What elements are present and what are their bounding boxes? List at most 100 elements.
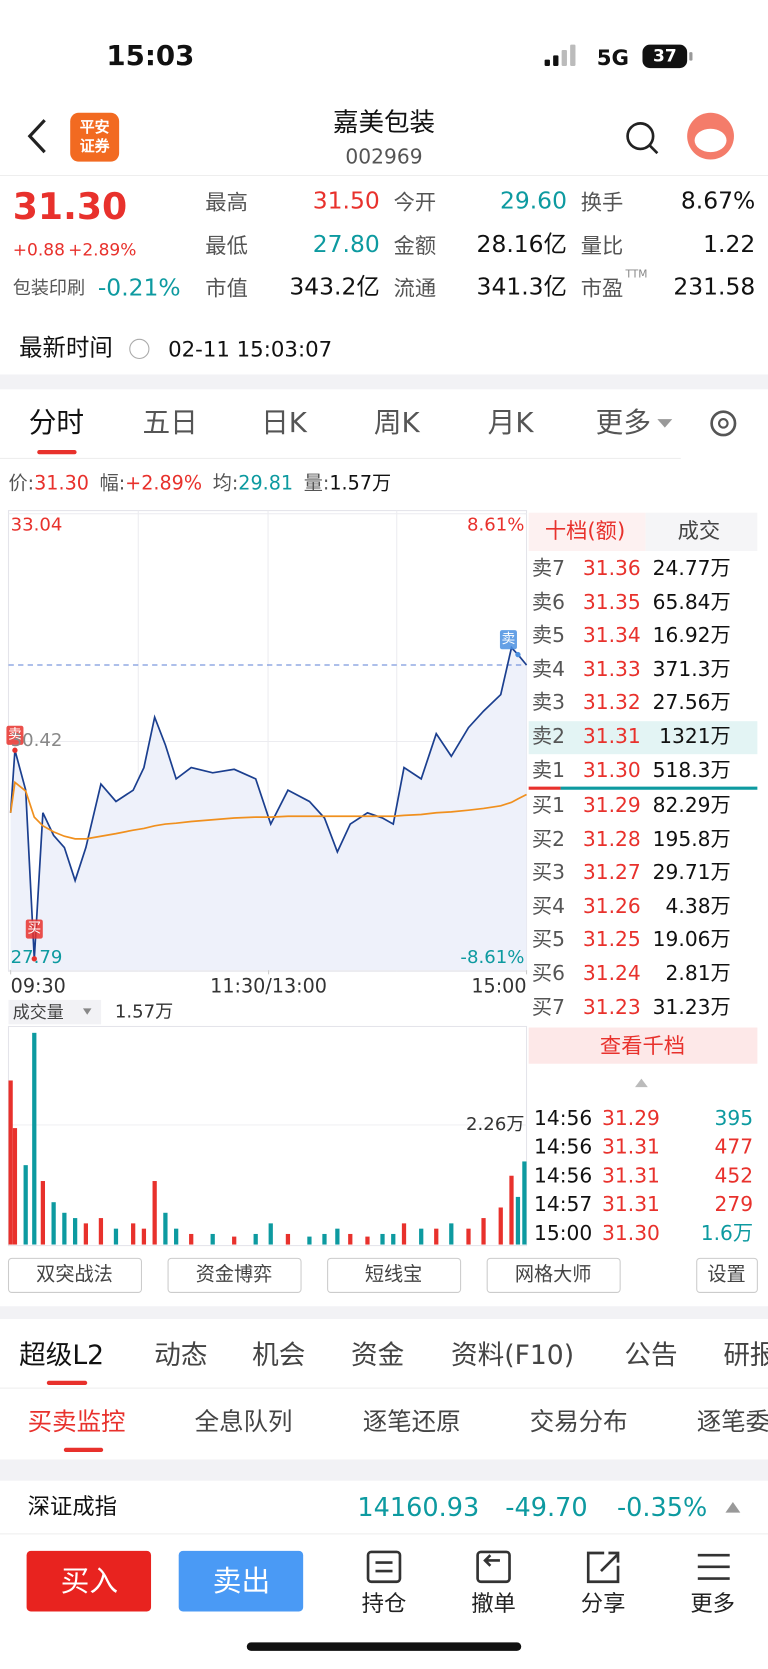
volume-bar <box>72 1218 78 1245</box>
dropdown-icon <box>82 1008 92 1015</box>
buy-label[interactable]: 买入 <box>60 1565 119 1599</box>
volume-bar <box>401 1223 407 1245</box>
volume-bar <box>268 1223 273 1245</box>
book-tab[interactable]: 成交 <box>677 518 721 544</box>
toolbar-label[interactable]: 分享 <box>580 1590 626 1617</box>
volume-bar <box>23 1165 28 1245</box>
book-price: 31.34 <box>582 624 641 648</box>
volume-bar <box>174 1228 179 1245</box>
summary-label: 均: <box>212 472 239 495</box>
annotation: 买 <box>27 921 42 937</box>
sub-tab[interactable]: 逐笔还原 <box>362 1408 461 1437</box>
tab-underline <box>63 1447 104 1452</box>
stat-value: 29.60 <box>499 188 567 215</box>
book-amount: 2.81万 <box>665 962 731 986</box>
toolbar-label[interactable]: 更多 <box>690 1590 736 1617</box>
detail-tab[interactable]: 机会 <box>252 1339 306 1371</box>
volume-bar <box>152 1181 157 1245</box>
detail-tab[interactable]: 超级L2 <box>19 1339 105 1371</box>
depth-button[interactable]: 查看千档 <box>599 1032 686 1059</box>
volume-bar <box>322 1233 327 1245</box>
toolbar-label[interactable]: 撤单 <box>471 1590 516 1617</box>
book-price: 31.29 <box>582 794 641 818</box>
avatar-face <box>694 128 727 153</box>
book-level: 卖4 <box>531 657 565 682</box>
x-tick-label: 09:30 <box>10 975 66 998</box>
volume-bar <box>434 1228 439 1245</box>
buy-button[interactable] <box>26 1550 152 1612</box>
average-line <box>9 780 527 840</box>
sub-tab[interactable]: 逐笔委托 <box>696 1408 768 1437</box>
book-price: 31.23 <box>582 995 641 1020</box>
y2-tick-label: -8.61% <box>460 947 525 969</box>
volume-bar <box>335 1228 340 1245</box>
book-level: 买1 <box>531 794 565 818</box>
book-amount: 518.3万 <box>652 758 731 782</box>
info-icon[interactable] <box>129 338 150 360</box>
volume-bar <box>131 1223 136 1245</box>
volume-bar <box>40 1181 46 1245</box>
book-level: 卖6 <box>531 590 565 614</box>
stat-value: 1.22 <box>703 231 756 258</box>
volume-label: 成交量 <box>12 1002 64 1023</box>
book-price: 31.32 <box>582 691 641 715</box>
trade-time: 14:57 <box>533 1192 593 1217</box>
detail-tab[interactable]: 研报 <box>723 1339 768 1371</box>
tool-button[interactable]: 网格大师 <box>514 1263 592 1287</box>
button-bg[interactable] <box>528 1027 758 1064</box>
summary-label: 幅: <box>99 472 126 495</box>
band <box>0 1459 768 1481</box>
back-icon[interactable] <box>27 119 46 154</box>
volume-bar <box>509 1175 514 1245</box>
chart-tab[interactable]: 日K <box>261 407 307 440</box>
tool-button[interactable]: 短线宝 <box>364 1263 423 1287</box>
volume-bar <box>141 1228 147 1245</box>
volume-bar <box>8 1080 13 1245</box>
volume-bar <box>83 1223 88 1245</box>
book-level: 卖5 <box>531 624 565 648</box>
sell-label[interactable]: 卖出 <box>212 1565 271 1599</box>
chart-tab[interactable]: 分时 <box>28 407 85 440</box>
tool-button[interactable]: 双突战法 <box>36 1263 113 1287</box>
chart-tab[interactable]: 周K <box>373 407 420 440</box>
index-name: 深证成指 <box>27 1493 118 1520</box>
collapse-icon[interactable] <box>635 1078 648 1088</box>
sub-tab[interactable]: 全息队列 <box>194 1408 293 1437</box>
chart-tab[interactable]: 月K <box>487 407 534 440</box>
book-tab[interactable]: 十档(额) <box>544 518 626 544</box>
trade-price: 31.30 <box>602 1221 660 1246</box>
detail-tab[interactable]: 资料(F10) <box>451 1339 575 1371</box>
detail-tab[interactable]: 公告 <box>624 1339 678 1371</box>
chart-tab[interactable]: 五日 <box>142 407 198 440</box>
trade-volume: 279 <box>714 1192 754 1217</box>
y2-tick-label: 8.61% <box>466 514 525 536</box>
detail-tab[interactable]: 资金 <box>351 1339 405 1371</box>
stat-label: 最低 <box>205 232 248 258</box>
volume-bar <box>466 1228 471 1245</box>
tool-button[interactable]: 设置 <box>707 1263 746 1287</box>
sub-tab[interactable]: 买卖监控 <box>27 1408 126 1437</box>
annotation-box <box>25 919 43 939</box>
volume-bar <box>307 1236 312 1245</box>
trade-volume: 452 <box>714 1164 754 1188</box>
volume-bar <box>98 1218 104 1245</box>
stat-label: 金额 <box>393 232 437 258</box>
expand-icon[interactable] <box>725 1501 741 1513</box>
summary-value: 1.57万 <box>329 472 392 495</box>
volume-bar <box>62 1212 67 1245</box>
sell-button[interactable] <box>178 1550 304 1612</box>
search-icon[interactable] <box>626 122 655 151</box>
settings-icon[interactable] <box>710 410 737 437</box>
book-amount: 24.77万 <box>652 556 731 581</box>
stat-label: 最高 <box>205 189 248 215</box>
sub-tab[interactable]: 交易分布 <box>529 1408 628 1437</box>
stat-label: 市值 <box>205 275 248 302</box>
index-value: 14160.93 <box>357 1492 480 1523</box>
book-level: 卖3 <box>531 691 565 715</box>
chart-tab[interactable]: 更多 <box>595 407 651 440</box>
stat-value: 341.3亿 <box>476 274 567 302</box>
detail-tab[interactable]: 动态 <box>154 1339 208 1371</box>
toolbar-label[interactable]: 持仓 <box>361 1590 407 1617</box>
tool-button[interactable]: 资金博弈 <box>195 1263 273 1287</box>
